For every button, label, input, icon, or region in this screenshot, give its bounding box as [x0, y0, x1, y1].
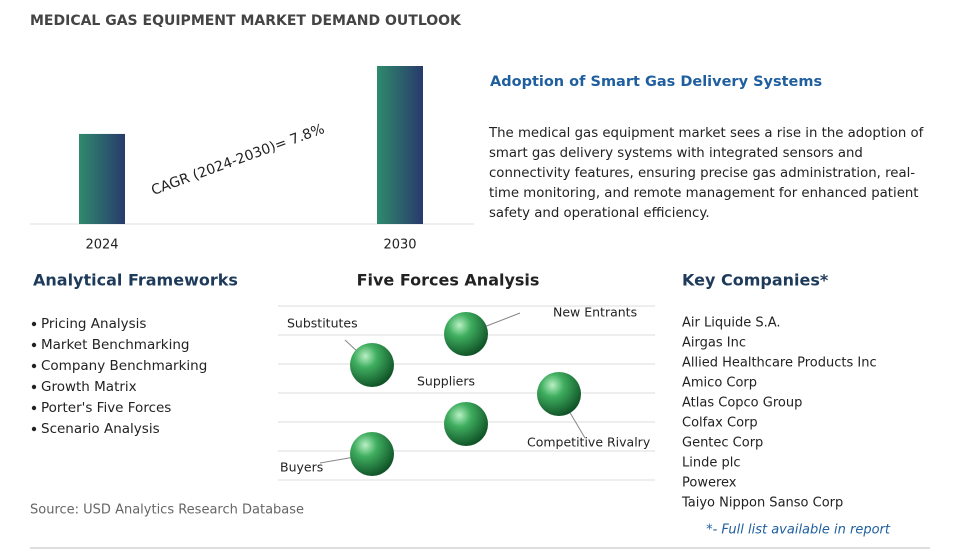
company-item: Amico Corp — [682, 376, 757, 391]
company-item: Powerex — [682, 476, 737, 491]
company-item: Allied Healthcare Products Inc — [682, 356, 877, 371]
five-forces-title: Five Forces Analysis — [357, 271, 540, 290]
companies-title: Key Companies* — [682, 271, 829, 290]
x-tick-label: 2030 — [383, 238, 416, 253]
company-item: Atlas Copco Group — [682, 396, 802, 411]
company-item: Gentec Corp — [682, 436, 763, 451]
framework-item: Market Benchmarking — [41, 337, 189, 353]
force-label: Suppliers — [417, 374, 475, 389]
bullet — [31, 384, 37, 390]
bullet — [31, 363, 37, 369]
bullet — [31, 342, 37, 348]
bullet — [31, 426, 37, 432]
companies-note: *- Full list available in report — [706, 523, 891, 538]
force-label: Competitive Rivalry — [527, 435, 651, 450]
company-item: Air Liquide S.A. — [682, 316, 781, 331]
force-sphere — [350, 432, 394, 476]
highlight-title: Adoption of Smart Gas Delivery Systems — [490, 74, 822, 90]
bar — [79, 133, 125, 224]
framework-item: Pricing Analysis — [41, 316, 146, 332]
framework-item: Growth Matrix — [41, 379, 137, 395]
x-tick-label: 2024 — [85, 238, 118, 253]
page-title: MEDICAL GAS EQUIPMENT MARKET DEMAND OUTL… — [30, 13, 462, 29]
force-label: New Entrants — [553, 305, 637, 320]
force-sphere — [444, 402, 488, 446]
bar — [377, 66, 423, 224]
force-sphere — [350, 343, 394, 387]
company-item: Colfax Corp — [682, 416, 758, 431]
framework-item: Porter's Five Forces — [41, 400, 171, 416]
framework-item: Company Benchmarking — [41, 358, 207, 374]
bullet — [31, 321, 37, 327]
frameworks-title: Analytical Frameworks — [33, 271, 238, 290]
force-label: Substitutes — [287, 316, 358, 331]
company-item: Taiyo Nippon Sanso Corp — [681, 496, 843, 511]
company-item: Linde plc — [682, 456, 741, 471]
force-sphere — [444, 312, 488, 356]
company-item: Airgas Inc — [682, 336, 746, 351]
bullet — [31, 405, 37, 411]
highlight-text: The medical gas equipment market sees a … — [489, 126, 924, 221]
force-label: Buyers — [280, 460, 323, 475]
source: Source: USD Analytics Research Database — [30, 503, 304, 518]
force-sphere — [537, 372, 581, 416]
cagr-annotation: CAGR (2024-2030)= 7.8% — [149, 121, 327, 199]
framework-item: Scenario Analysis — [41, 421, 160, 437]
